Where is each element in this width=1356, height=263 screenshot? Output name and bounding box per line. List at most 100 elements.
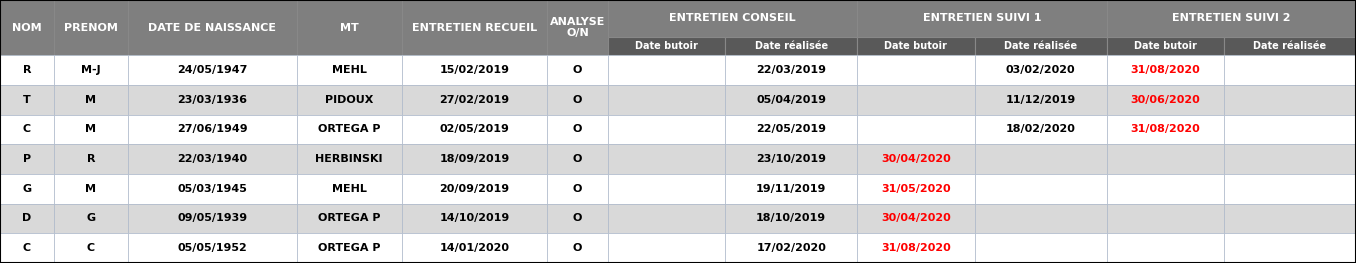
Bar <box>127 85 297 115</box>
Bar <box>857 37 975 55</box>
Bar <box>1224 204 1356 233</box>
Text: O: O <box>572 95 582 105</box>
Text: M: M <box>85 184 96 194</box>
Bar <box>725 204 857 233</box>
Bar <box>297 85 401 115</box>
Bar <box>54 233 127 263</box>
Bar <box>54 55 127 85</box>
Bar <box>857 85 975 115</box>
Bar <box>1106 55 1224 85</box>
Text: PRENOM: PRENOM <box>64 23 118 33</box>
Bar <box>127 204 297 233</box>
Bar <box>607 55 725 85</box>
Text: 27/02/2019: 27/02/2019 <box>439 95 510 105</box>
Bar <box>0 55 54 85</box>
Bar <box>401 174 548 204</box>
Text: MEHL: MEHL <box>332 65 366 75</box>
Text: 05/05/1952: 05/05/1952 <box>178 243 247 253</box>
Text: Date butoir: Date butoir <box>884 41 948 51</box>
Bar <box>401 85 548 115</box>
Bar <box>857 174 975 204</box>
Bar <box>725 174 857 204</box>
Text: 23/03/1936: 23/03/1936 <box>178 95 247 105</box>
Bar <box>607 85 725 115</box>
Bar <box>607 37 725 55</box>
Text: G: G <box>87 214 95 224</box>
Bar <box>297 55 401 85</box>
Text: 11/12/2019: 11/12/2019 <box>1005 95 1075 105</box>
Text: 18/10/2019: 18/10/2019 <box>757 214 826 224</box>
Bar <box>548 174 607 204</box>
Text: O: O <box>572 214 582 224</box>
Bar <box>54 144 127 174</box>
Bar <box>297 144 401 174</box>
Bar <box>401 233 548 263</box>
Bar <box>0 85 54 115</box>
Text: 31/08/2020: 31/08/2020 <box>1131 124 1200 134</box>
Text: ANALYSE
O/N: ANALYSE O/N <box>551 17 605 38</box>
Text: 30/06/2020: 30/06/2020 <box>1131 95 1200 105</box>
Bar <box>857 204 975 233</box>
Bar <box>0 204 54 233</box>
Bar <box>297 115 401 144</box>
Text: ENTRETIEN RECUEIL: ENTRETIEN RECUEIL <box>412 23 537 33</box>
Bar <box>857 233 975 263</box>
Bar <box>857 0 1106 37</box>
Bar <box>857 144 975 174</box>
Text: M: M <box>85 124 96 134</box>
Bar <box>127 0 297 55</box>
Bar <box>0 174 54 204</box>
Text: O: O <box>572 243 582 253</box>
Text: DATE DE NAISSANCE: DATE DE NAISSANCE <box>148 23 277 33</box>
Text: O: O <box>572 65 582 75</box>
Text: 02/05/2019: 02/05/2019 <box>439 124 510 134</box>
Text: 05/04/2019: 05/04/2019 <box>757 95 826 105</box>
Text: Date butoir: Date butoir <box>1134 41 1197 51</box>
Text: 30/04/2020: 30/04/2020 <box>881 154 951 164</box>
Bar <box>401 0 548 55</box>
Text: 22/03/1940: 22/03/1940 <box>178 154 247 164</box>
Bar <box>975 115 1106 144</box>
Bar <box>857 115 975 144</box>
Text: 18/09/2019: 18/09/2019 <box>439 154 510 164</box>
Text: 09/05/1939: 09/05/1939 <box>178 214 247 224</box>
Bar <box>1224 233 1356 263</box>
Text: ENTRETIEN SUIVI 2: ENTRETIEN SUIVI 2 <box>1172 13 1291 23</box>
Bar <box>401 204 548 233</box>
Bar <box>975 55 1106 85</box>
Bar <box>1106 233 1224 263</box>
Bar <box>857 55 975 85</box>
Bar <box>0 233 54 263</box>
Bar <box>1106 144 1224 174</box>
Bar <box>1224 115 1356 144</box>
Bar <box>297 204 401 233</box>
Bar <box>54 204 127 233</box>
Text: D: D <box>22 214 31 224</box>
Text: O: O <box>572 184 582 194</box>
Text: ORTEGA P: ORTEGA P <box>317 214 381 224</box>
Bar <box>127 55 297 85</box>
Bar <box>725 115 857 144</box>
Text: Date réalisée: Date réalisée <box>1253 41 1326 51</box>
Text: 14/01/2020: 14/01/2020 <box>439 243 510 253</box>
Bar <box>54 85 127 115</box>
Text: T: T <box>23 95 31 105</box>
Bar <box>725 233 857 263</box>
Text: M-J: M-J <box>81 65 100 75</box>
Bar <box>607 144 725 174</box>
Text: 22/03/2019: 22/03/2019 <box>757 65 826 75</box>
Text: 31/05/2020: 31/05/2020 <box>881 184 951 194</box>
Bar <box>1106 204 1224 233</box>
Text: R: R <box>23 65 31 75</box>
Text: C: C <box>23 243 31 253</box>
Text: 24/05/1947: 24/05/1947 <box>178 65 248 75</box>
Bar <box>548 55 607 85</box>
Bar <box>401 144 548 174</box>
Text: ORTEGA P: ORTEGA P <box>317 243 381 253</box>
Bar <box>54 174 127 204</box>
Bar <box>975 37 1106 55</box>
Bar <box>0 144 54 174</box>
Bar <box>975 233 1106 263</box>
Bar <box>607 0 857 37</box>
Bar <box>127 144 297 174</box>
